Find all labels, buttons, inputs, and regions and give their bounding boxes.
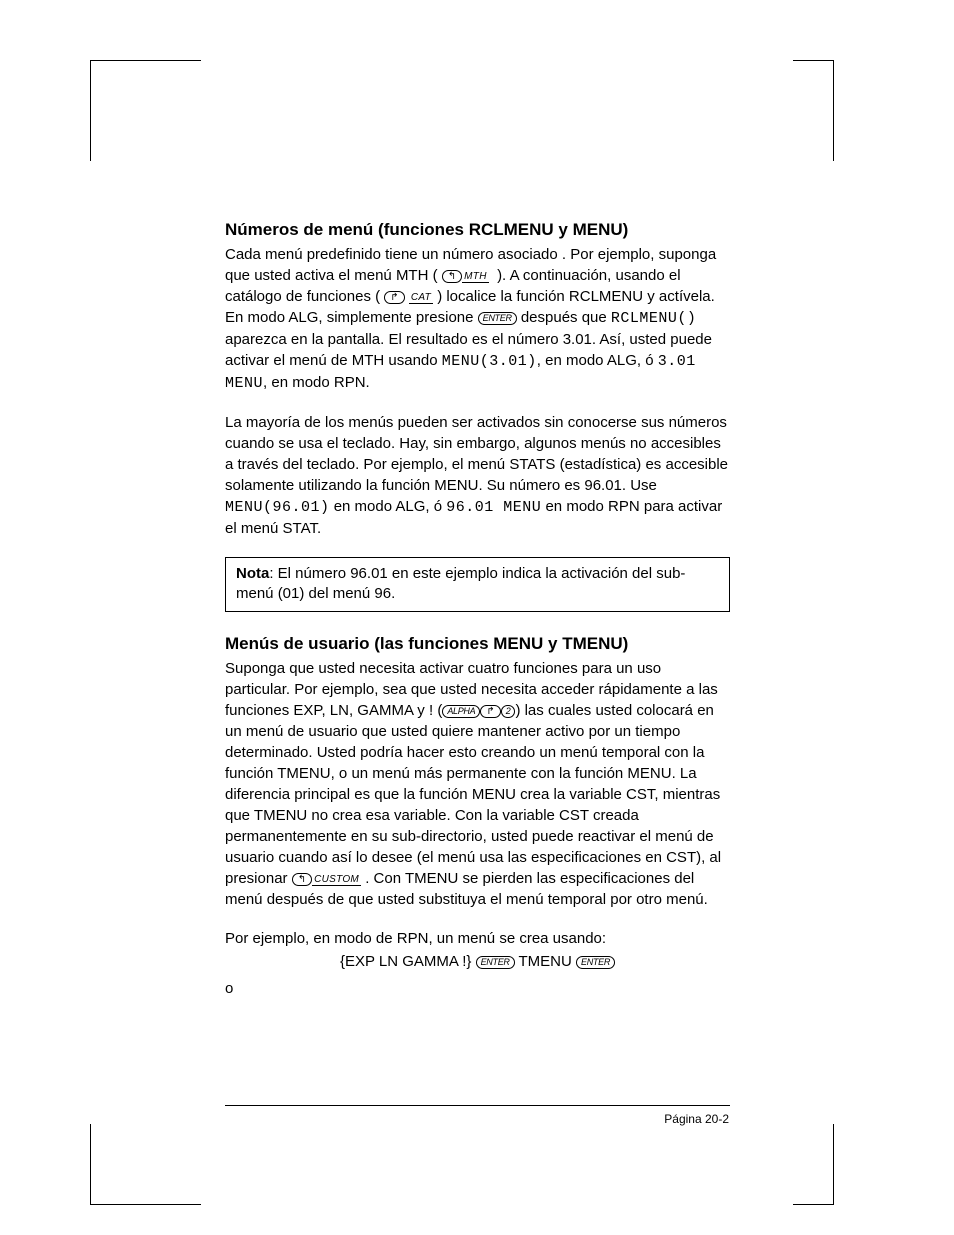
section2-paragraph2: Por ejemplo, en modo de RPN, un menú se … [225,928,730,949]
text: en modo ALG, ó [334,498,447,515]
text: , en modo ALG, ó [537,352,658,369]
crop-mark-bottom-left [90,1124,201,1205]
mth-label: MTH [462,271,489,283]
crop-mark-top-right [793,60,834,161]
crop-mark-top-left [90,60,201,161]
lcd-text: 96.01 MENU [446,499,541,516]
enter-key-icon: ENTER [576,956,615,969]
enter-key-icon: ENTER [478,312,517,325]
page-content: Números de menú (funciones RCLMENU y MEN… [225,220,730,1017]
text: {EXP LN GAMMA !} [340,953,476,970]
alpha-key-icon: ALPHA [442,705,480,718]
lcd-text: MENU(3.01) [442,353,537,370]
footer-rule [225,1105,730,1106]
page-footer: Página 20-2 [664,1112,729,1126]
text: La mayoría de los menús pueden ser activ… [225,414,728,494]
left-shift-key-icon: ↰ [442,270,462,283]
section1-paragraph1: Cada menú predefinido tiene un número as… [225,244,730,394]
right-shift-key-icon: ↱ [384,291,404,304]
note-body: : El número 96.01 en este ejemplo indica… [236,565,685,602]
example-line: {EXP LN GAMMA !} ENTER TMENU ENTER [225,951,730,972]
custom-label: CUSTOM [312,874,361,886]
crop-mark-bottom-right [793,1124,834,1205]
section2-paragraph3: o [225,978,730,999]
text: ) las cuales usted colocará en un menú d… [225,702,721,887]
left-shift-key-icon: ↰ [292,873,312,886]
note-label: Nota [236,565,269,582]
section1-heading: Números de menú (funciones RCLMENU y MEN… [225,220,730,240]
text: , en modo RPN. [263,374,370,391]
right-shift-key-icon: ↱ [480,705,500,718]
text: después que [521,309,611,326]
note-box: Nota: El número 96.01 en este ejemplo in… [225,557,730,612]
section1-paragraph2: La mayoría de los menús pueden ser activ… [225,412,730,539]
enter-key-icon: ENTER [476,956,515,969]
lcd-text: MENU(96.01) [225,499,330,516]
text: TMENU [515,953,576,970]
cat-label: CAT [409,292,433,304]
two-key-icon: 2 [501,705,516,718]
section2-heading: Menús de usuario (las funciones MENU y T… [225,634,730,654]
lcd-text: RCLMENU() [611,310,697,327]
section2-paragraph1: Suponga que usted necesita activar cuatr… [225,658,730,910]
